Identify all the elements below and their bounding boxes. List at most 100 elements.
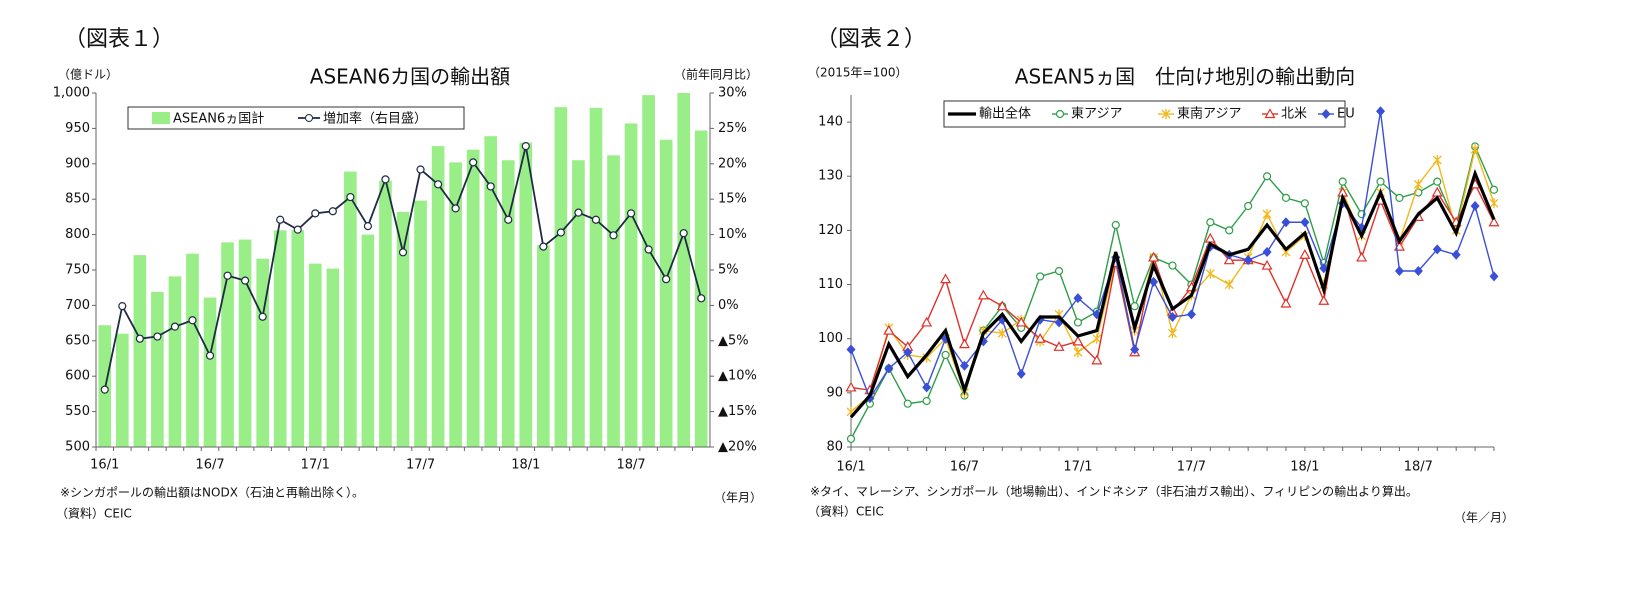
- marker: [381, 175, 390, 184]
- marker: [1299, 249, 1311, 259]
- marker: [521, 142, 530, 151]
- y-tick-label: 90: [826, 385, 843, 400]
- marker: [609, 231, 618, 240]
- x-tick-label: 16/1: [90, 458, 119, 473]
- marker: [996, 300, 1008, 311]
- legend-label: EU: [1337, 107, 1355, 122]
- chart-title: ASEAN5ヵ国 仕向け地別の輸出動向: [1015, 65, 1355, 89]
- bar: [484, 136, 498, 448]
- marker: [679, 229, 688, 238]
- marker: [1261, 259, 1273, 270]
- figure-label: （図表２）: [816, 27, 926, 52]
- marker: [921, 316, 933, 327]
- bar: [379, 180, 392, 448]
- marker: [1224, 279, 1234, 290]
- marker: [293, 225, 302, 234]
- marker: [1376, 177, 1385, 186]
- marker: [1244, 201, 1253, 211]
- marker: [1321, 109, 1331, 119]
- y2-tick-label: ▲20%: [718, 440, 757, 455]
- marker: [241, 276, 250, 285]
- marker: [1451, 249, 1461, 260]
- legend-label: ASEAN6ヵ国計: [173, 111, 264, 127]
- y-tick-label: 750: [65, 263, 90, 278]
- y-tick-label: 80: [826, 440, 843, 455]
- y-tick-label: 500: [65, 440, 90, 455]
- legend-marker: [305, 114, 313, 122]
- marker: [1488, 216, 1500, 227]
- note: ※タイ、マレーシア、シンガポール（地場輸出）、インドネシア（非石油ガス輸出）、フ…: [810, 484, 1418, 499]
- marker: [258, 312, 267, 321]
- y-tick-label: 1,000: [53, 86, 90, 101]
- marker: [1016, 368, 1026, 379]
- y2-tick-label: ▲5%: [718, 333, 749, 348]
- marker: [903, 347, 913, 358]
- marker: [1015, 316, 1027, 327]
- bar: [238, 239, 252, 447]
- marker: [846, 344, 856, 355]
- marker: [697, 294, 706, 303]
- bar: [186, 253, 199, 447]
- legend-swatch: [152, 112, 170, 124]
- marker: [940, 273, 952, 284]
- legend-label: 増加率（右目盛）: [323, 111, 427, 127]
- marker: [958, 338, 970, 349]
- marker: [662, 275, 671, 284]
- marker: [1243, 255, 1253, 266]
- y-tick-label: 600: [65, 369, 90, 384]
- y-tick-label: 550: [65, 404, 90, 419]
- x-tick-label: 18/7: [1404, 460, 1433, 475]
- bar: [414, 200, 427, 447]
- y-tick-label: 800: [65, 227, 90, 242]
- source: （資料）CEIC: [808, 505, 884, 519]
- marker: [276, 215, 285, 224]
- bar: [642, 95, 655, 448]
- marker: [1036, 272, 1045, 281]
- marker: [1394, 266, 1404, 276]
- marker: [1262, 209, 1272, 220]
- y-tick-label: 950: [65, 121, 90, 136]
- marker: [883, 324, 895, 335]
- marker: [922, 382, 932, 393]
- bar: [554, 107, 568, 447]
- marker: [1376, 106, 1386, 117]
- marker: [135, 334, 144, 343]
- x-axis-label: （年／月）: [1454, 511, 1514, 525]
- y-tick-label: 130: [818, 169, 843, 184]
- x-tick-label: 16/7: [950, 460, 979, 475]
- marker: [556, 228, 565, 237]
- marker: [1264, 108, 1276, 119]
- marker: [903, 399, 912, 408]
- bar: [326, 268, 340, 447]
- legend-label: 輸出全体: [979, 106, 1031, 122]
- bar: [291, 230, 305, 447]
- marker: [539, 242, 548, 251]
- legend-label: 東アジア: [1071, 106, 1122, 122]
- marker: [884, 363, 894, 374]
- marker: [1281, 193, 1291, 202]
- marker: [100, 385, 109, 394]
- marker: [1149, 276, 1159, 287]
- marker: [1073, 293, 1083, 304]
- marker: [328, 207, 337, 216]
- bar: [466, 149, 480, 447]
- marker: [223, 271, 232, 280]
- y-tick-label: 900: [65, 156, 90, 171]
- marker: [997, 328, 1007, 339]
- marker: [644, 245, 653, 254]
- marker: [205, 351, 215, 360]
- legend-label: 北米: [1281, 107, 1307, 122]
- marker: [1489, 271, 1499, 282]
- marker: [574, 208, 583, 217]
- marker: [504, 215, 513, 224]
- y-tick-label: 120: [818, 223, 843, 238]
- marker: [1073, 318, 1083, 327]
- marker: [1168, 261, 1177, 270]
- bar: [203, 297, 217, 447]
- marker: [626, 209, 636, 218]
- x-tick-label: 16/7: [195, 458, 224, 473]
- y2-tick-label: ▲10%: [718, 369, 757, 384]
- y-tick-label: 700: [65, 298, 90, 313]
- marker: [1092, 333, 1102, 344]
